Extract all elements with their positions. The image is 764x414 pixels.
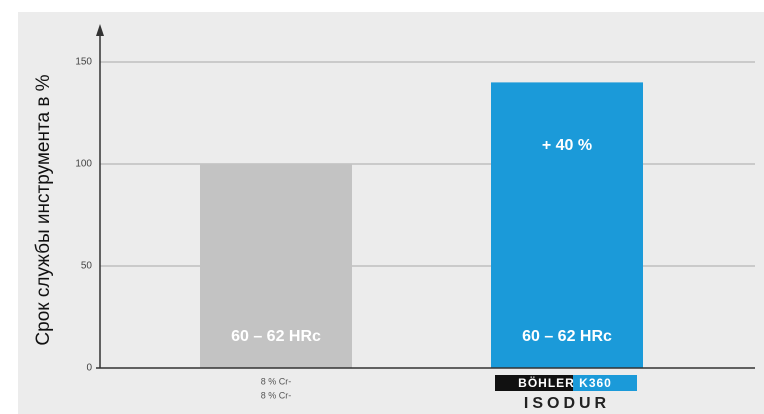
y-axis-arrow <box>96 24 104 36</box>
x-tick-label: 8 % Cr- <box>261 376 292 386</box>
y-tick-label: 150 <box>75 57 92 68</box>
annotation: + 40 % <box>542 137 592 154</box>
x-tick-sublabel: ISODUR <box>524 395 610 412</box>
chart-background <box>18 12 764 414</box>
bar <box>200 164 352 368</box>
logo-box <box>495 375 573 391</box>
y-axis-label: Срок службы инструмента в % <box>33 74 54 345</box>
bar-label: 60 – 62 HRc <box>231 328 321 345</box>
bar-label: 60 – 62 HRc <box>522 328 612 345</box>
x-tick-sublabel: 8 % Cr- <box>261 390 292 400</box>
y-tick-label: 0 <box>86 363 92 374</box>
logo-box <box>573 375 637 391</box>
y-tick-label: 100 <box>75 159 92 170</box>
y-tick-label: 50 <box>81 261 93 272</box>
x-tick-label: BÖHLER K360 <box>518 375 612 390</box>
bar <box>491 82 643 369</box>
